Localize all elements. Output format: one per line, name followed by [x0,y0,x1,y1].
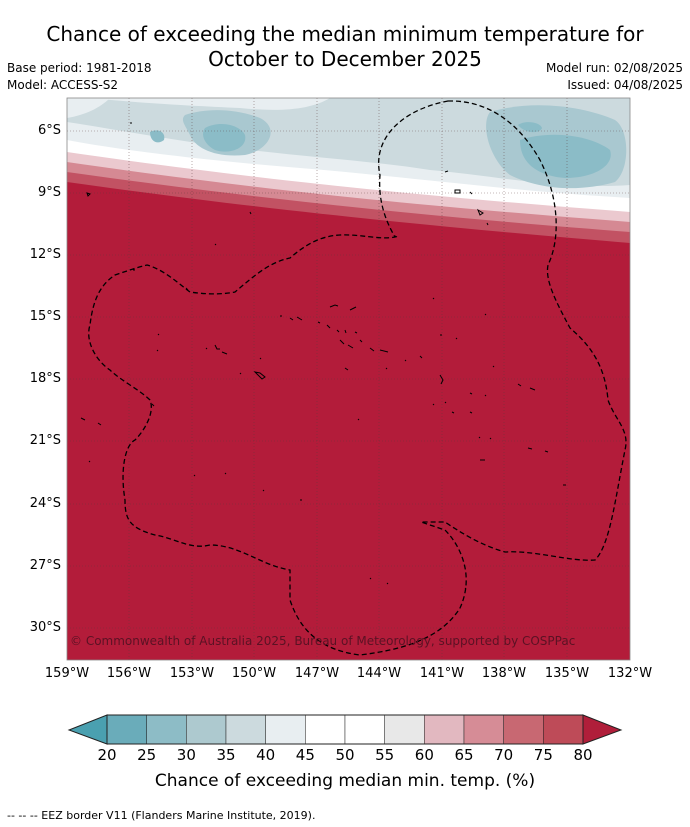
colorbar-segment [146,714,187,745]
cool-patch-2 [203,124,246,152]
cool-patch-6 [150,130,165,143]
model-run: Model run: 02/08/2025 [545,61,683,75]
colorbar-segment [265,714,306,745]
lat-label: 24°S [29,496,61,511]
colorbar-segments [106,714,584,745]
lat-label: 12°S [29,247,61,262]
colorbar-tick-label: 60 [414,746,434,764]
lat-label: 15°S [29,309,61,324]
colorbar-tick-label: 30 [176,746,196,764]
lon-label: 147°W [294,666,340,681]
colorbar-segment [424,714,465,745]
title-line-2: October to December 2025 [208,47,482,71]
lon-label: 144°W [356,666,402,681]
colorbar-tick-label: 70 [494,746,514,764]
lat-label: 30°S [29,620,61,635]
model-name: Model: ACCESS-S2 [7,78,119,92]
colorbar-tick-label: 55 [375,746,395,764]
map-frame [66,97,631,661]
eez-border [88,100,627,656]
run-info: Model run: 02/08/2025 Issued: 04/08/2025 [546,60,683,94]
lon-label: 159°W [44,666,90,681]
colorbar-high-arrow [582,714,623,745]
colorbar-segment [106,714,147,745]
title-line-1: Chance of exceeding the median minimum t… [46,22,644,46]
band-45-left [67,98,110,118]
lat-label: 9°S [37,185,61,200]
eez-footnote: -- -- -- EEZ border V11 (Flanders Marine… [7,809,316,822]
colorbar-tick-label: 25 [137,746,157,764]
colorbar-segment [463,714,504,745]
lat-label: 6°S [37,123,61,138]
copyright-notice: © Commonwealth of Australia 2025, Bureau… [70,634,576,648]
band-45-top [90,98,330,110]
colorbar-tick-label: 20 [97,746,117,764]
base-period-info: Base period: 1981-2018 Model: ACCESS-S2 [7,60,152,94]
colorbar-tick-label: 80 [573,746,593,764]
colorbar-segment [503,714,544,745]
islands [80,122,566,590]
lat-label: 18°S [29,371,61,386]
lon-label: 156°W [106,666,152,681]
colorbar-frame [106,714,584,745]
lon-label: 132°W [607,666,653,681]
colorbar-segment [344,714,385,745]
probability-field [67,98,630,660]
colorbar-tick-label: 65 [454,746,474,764]
colorbar-tick-label: 35 [216,746,236,764]
lon-label: 135°W [544,666,590,681]
colorbar-tick-label: 45 [295,746,315,764]
colorbar-tick-label: 50 [335,746,355,764]
colorbar-segment [543,714,584,745]
map-title: Chance of exceeding the median minimum t… [0,22,690,72]
colorbar-segment [305,714,346,745]
colorbar-segment [225,714,266,745]
colorbar-tick-label: 75 [533,746,553,764]
lon-label: 138°W [481,666,527,681]
lat-label: 21°S [29,433,61,448]
lon-label: 150°W [231,666,277,681]
cool-patch-5 [518,122,542,133]
issued-date: Issued: 04/08/2025 [567,78,683,92]
base-period: Base period: 1981-2018 [7,61,152,75]
colorbar-low-arrow [67,714,108,745]
colorbar [67,714,623,745]
lon-label: 141°W [419,666,465,681]
lat-label: 27°S [29,558,61,573]
graticule [67,98,630,660]
lon-label: 153°W [169,666,215,681]
colorbar-label: Chance of exceeding median min. temp. (%… [154,771,536,791]
colorbar-tick-label: 40 [256,746,276,764]
colorbar-segment [384,714,425,745]
colorbar-segment [186,714,227,745]
